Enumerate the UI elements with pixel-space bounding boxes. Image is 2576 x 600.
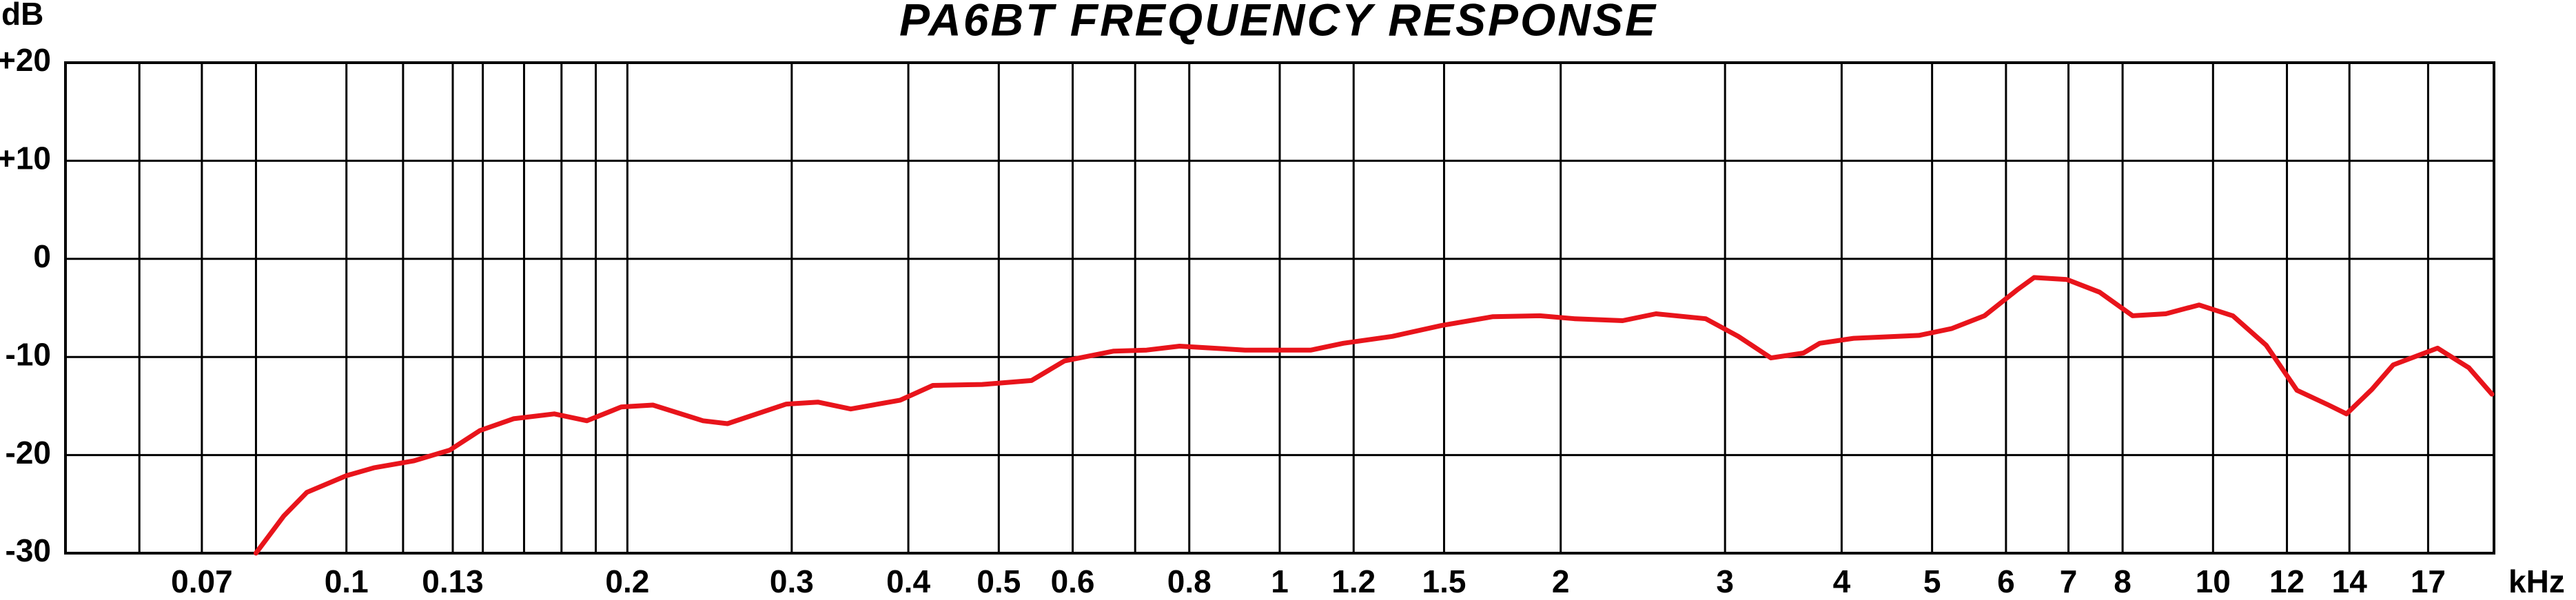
- y-tick-label: -30: [6, 532, 51, 568]
- x-tick-label: 0.07: [171, 563, 233, 599]
- y-tick-label: +10: [0, 141, 51, 176]
- x-tick-label: 17: [2411, 563, 2446, 599]
- x-axis-label: kHz: [2508, 563, 2565, 599]
- chart-title: PA6BT FREQUENCY RESPONSE: [899, 0, 1657, 45]
- x-tick-label: 0.13: [422, 563, 484, 599]
- x-tick-label: 1.5: [1422, 563, 1466, 599]
- x-tick-label: 3: [1716, 563, 1734, 599]
- y-tick-label: -20: [6, 435, 51, 470]
- x-tick-label: 1.2: [1331, 563, 1376, 599]
- x-tick-label: 6: [1997, 563, 2015, 599]
- x-tick-label: 0.2: [605, 563, 649, 599]
- x-tick-label: 0.4: [886, 563, 930, 599]
- x-tick-label: 0.5: [977, 563, 1021, 599]
- response-curve: [253, 275, 2495, 556]
- y-tick-label: -10: [6, 336, 51, 372]
- x-tick-label: 14: [2332, 563, 2368, 599]
- x-tick-label: 2: [1552, 563, 1570, 599]
- y-tick-label: +20: [0, 42, 51, 78]
- x-tick-label: 0.1: [325, 563, 369, 599]
- x-tick-label: 12: [2269, 563, 2304, 599]
- y-axis-label: dB: [1, 0, 43, 32]
- x-tick-label: 0.3: [770, 563, 814, 599]
- x-tick-label: 0.6: [1051, 563, 1095, 599]
- x-tick-label: 5: [1923, 563, 1941, 599]
- x-tick-label: 10: [2196, 563, 2231, 599]
- x-tick-label: 4: [1833, 563, 1851, 599]
- x-tick-label: 0.8: [1167, 563, 1212, 599]
- y-tick-label: 0: [33, 238, 51, 274]
- x-tick-label: 7: [2060, 563, 2078, 599]
- x-tick-label: 1: [1271, 563, 1289, 599]
- x-tick-label: 8: [2114, 563, 2132, 599]
